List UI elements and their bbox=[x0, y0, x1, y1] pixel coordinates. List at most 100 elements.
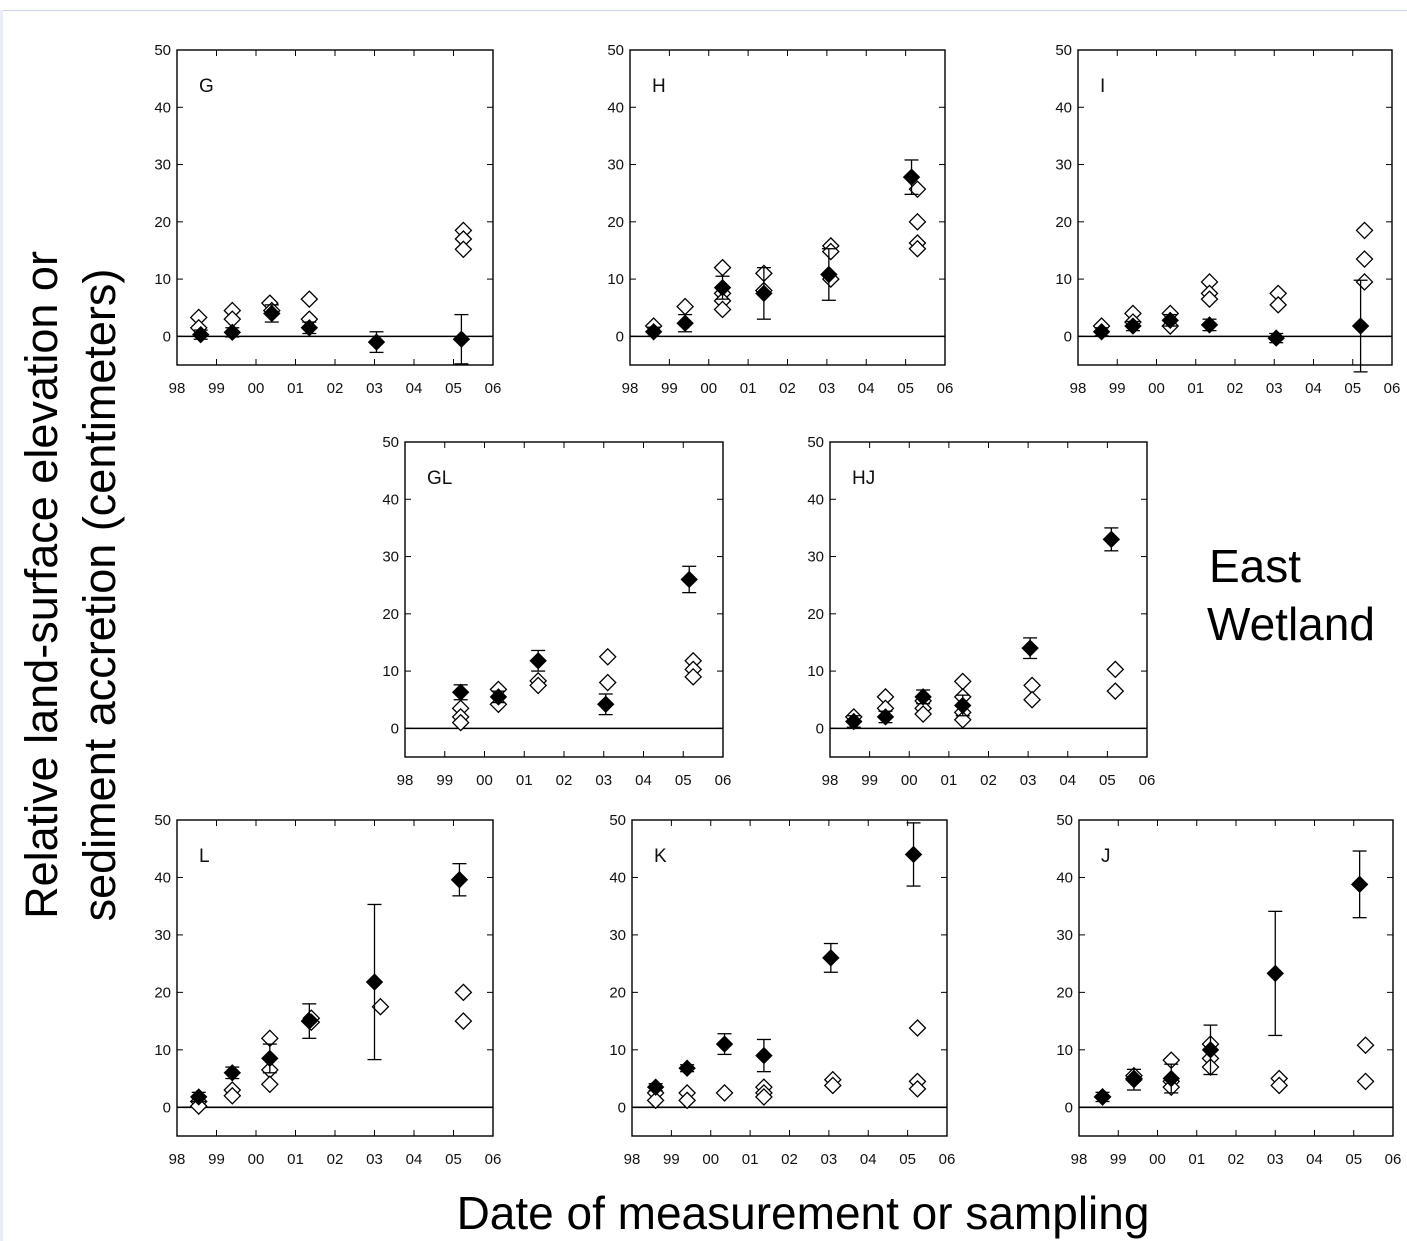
x-tick-label: 98 bbox=[822, 772, 839, 789]
x-tick-label: 00 bbox=[248, 1151, 265, 1168]
open-diamond-point bbox=[1106, 660, 1125, 679]
x-tick-label: 99 bbox=[208, 1151, 225, 1168]
filled-diamond-point bbox=[1350, 875, 1369, 894]
x-tick-label: 00 bbox=[702, 1151, 719, 1168]
y-tick-label: 0 bbox=[1065, 1099, 1073, 1116]
open-diamond-point bbox=[1106, 682, 1125, 701]
x-tick-label: 06 bbox=[485, 380, 502, 397]
x-tick-label: 98 bbox=[169, 380, 186, 397]
x-tick-label: 01 bbox=[1187, 380, 1204, 397]
panel-letter: J bbox=[1101, 846, 1111, 867]
filled-diamond-point bbox=[1093, 1088, 1112, 1106]
panel-letter: HJ bbox=[852, 468, 875, 489]
y-tick-label: 50 bbox=[154, 42, 171, 59]
y-tick-label: 50 bbox=[609, 812, 626, 829]
filled-diamond-point bbox=[1162, 1069, 1180, 1088]
x-tick-label: 06 bbox=[485, 1151, 502, 1168]
panel-letter: I bbox=[1100, 76, 1105, 97]
filled-diamond-point bbox=[261, 1049, 279, 1068]
open-diamond-point bbox=[1356, 1036, 1375, 1055]
x-tick-label: 03 bbox=[1266, 380, 1283, 397]
x-tick-label: 00 bbox=[476, 772, 493, 789]
filled-diamond-point bbox=[822, 949, 840, 967]
open-diamond-point bbox=[454, 240, 473, 259]
x-tick-label: 06 bbox=[1385, 1151, 1402, 1168]
x-tick-label: 05 bbox=[675, 772, 692, 789]
x-axis-label: Date of measurement or sampling bbox=[457, 1187, 1150, 1239]
filled-diamond-point bbox=[845, 712, 863, 731]
y-tick-label: 0 bbox=[618, 1099, 626, 1116]
open-diamond-point bbox=[754, 1088, 773, 1106]
x-tick-label: 99 bbox=[208, 380, 225, 397]
y-tick-label: 0 bbox=[616, 328, 624, 345]
filled-diamond-point bbox=[190, 1088, 208, 1106]
y-tick-label: 20 bbox=[1056, 984, 1073, 1001]
panel-hj: 0 10 20 30 40 50 98 99 00 01 02 03 04 05 06 HJ bbox=[807, 434, 1155, 789]
filled-diamond-point bbox=[646, 1078, 665, 1096]
open-diamond-point bbox=[713, 300, 732, 319]
filled-diamond-point bbox=[1200, 316, 1219, 334]
x-tick-label: 04 bbox=[858, 380, 875, 397]
panel-letter: GL bbox=[427, 468, 452, 489]
y-tick-label: 20 bbox=[609, 984, 626, 1001]
y-tick-label: 30 bbox=[807, 549, 824, 566]
filled-diamond-point bbox=[1161, 311, 1179, 330]
x-tick-label: 03 bbox=[595, 772, 612, 789]
y-tick-label: 30 bbox=[609, 927, 626, 944]
filled-diamond-point bbox=[191, 325, 210, 344]
x-tick-label: 99 bbox=[1110, 1151, 1127, 1168]
open-diamond-point bbox=[953, 672, 972, 691]
panel-letter: G bbox=[199, 76, 214, 97]
x-tick-label: 02 bbox=[1228, 1151, 1245, 1168]
open-diamond-point bbox=[1355, 250, 1374, 268]
x-tick-label: 06 bbox=[937, 380, 954, 397]
panel-letter: H bbox=[652, 76, 666, 97]
x-tick-label: 06 bbox=[1384, 380, 1401, 397]
x-tick-label: 98 bbox=[622, 380, 639, 397]
open-diamond-point bbox=[713, 258, 732, 277]
y-tick-label: 0 bbox=[1064, 328, 1072, 345]
plot-frame bbox=[829, 441, 1148, 758]
filled-diamond-point bbox=[715, 1035, 734, 1053]
x-tick-label: 02 bbox=[779, 380, 796, 397]
y-tick-label: 50 bbox=[1055, 42, 1072, 59]
x-tick-label: 05 bbox=[897, 380, 914, 397]
panel-letter: L bbox=[199, 846, 210, 867]
open-diamond-point bbox=[646, 1091, 665, 1110]
open-diamond-point bbox=[454, 983, 473, 1002]
filled-diamond-point bbox=[820, 265, 838, 284]
y-tick-label: 50 bbox=[807, 434, 824, 451]
panel-k: 0 10 20 30 40 50 98 99 00 01 02 03 04 05 06 K bbox=[609, 812, 955, 1168]
panel-l: 0 10 20 30 40 50 98 99 00 01 02 03 04 05 06 L bbox=[154, 812, 501, 1168]
y-tick-label: 0 bbox=[163, 1099, 171, 1116]
y-tick-label: 0 bbox=[163, 328, 171, 345]
y-tick-label: 30 bbox=[1055, 157, 1072, 174]
open-diamond-point bbox=[451, 713, 470, 732]
open-diamond-point bbox=[908, 1079, 927, 1098]
x-tick-label: 98 bbox=[1071, 1151, 1088, 1168]
x-tick-label: 00 bbox=[901, 772, 918, 789]
filled-diamond-point bbox=[263, 304, 281, 323]
filled-diamond-point bbox=[904, 845, 923, 864]
filled-diamond-point bbox=[529, 652, 547, 670]
x-tick-label: 03 bbox=[1267, 1151, 1284, 1168]
open-diamond-point bbox=[908, 1019, 927, 1037]
x-tick-label: 04 bbox=[1306, 1151, 1323, 1168]
y-tick-label: 30 bbox=[154, 157, 171, 174]
plot-frame bbox=[1077, 49, 1393, 366]
open-diamond-point bbox=[300, 290, 319, 309]
x-tick-label: 05 bbox=[899, 1151, 916, 1168]
y-tick-label: 50 bbox=[382, 434, 399, 451]
filled-diamond-point bbox=[489, 688, 508, 706]
y-tick-label: 10 bbox=[1056, 1042, 1073, 1059]
y-tick-label: 10 bbox=[609, 1042, 626, 1059]
x-tick-label: 02 bbox=[1227, 380, 1244, 397]
panel-g: 0 10 20 30 40 50 98 99 00 01 02 03 04 05 06 G bbox=[154, 42, 501, 397]
filled-diamond-point bbox=[1124, 317, 1142, 335]
x-tick-label: 02 bbox=[327, 1151, 344, 1168]
y-tick-label: 40 bbox=[154, 869, 171, 886]
x-tick-label: 00 bbox=[1149, 1151, 1166, 1168]
filled-diamond-point bbox=[713, 278, 732, 297]
y-tick-label: 30 bbox=[382, 549, 399, 566]
panel-letter: K bbox=[654, 846, 667, 867]
